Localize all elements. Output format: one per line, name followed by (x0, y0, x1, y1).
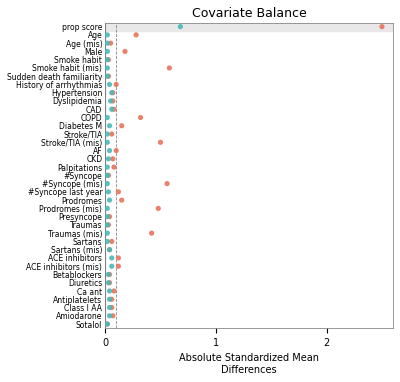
Point (108, 263, 115, 269)
Point (108, 98, 114, 104)
Point (115, 189, 122, 195)
Point (106, 296, 113, 302)
Point (104, 181, 110, 187)
Point (111, 106, 117, 112)
Title: Covariate Balance: Covariate Balance (192, 7, 306, 20)
Point (133, 32, 139, 38)
Point (105, 156, 112, 162)
Point (108, 90, 115, 96)
Point (157, 139, 164, 145)
Point (104, 206, 110, 212)
Point (104, 73, 110, 79)
Point (104, 214, 110, 220)
Point (104, 139, 110, 145)
Point (106, 247, 113, 253)
Point (106, 147, 113, 154)
Point (104, 40, 110, 46)
Point (110, 313, 116, 319)
Point (104, 230, 110, 236)
X-axis label: Absolute Standardized Mean
Differences: Absolute Standardized Mean Differences (179, 353, 319, 375)
Point (110, 98, 116, 104)
Bar (105, 23, 393, 31)
Point (104, 115, 110, 121)
Point (115, 255, 122, 261)
Point (106, 247, 113, 253)
Point (379, 24, 385, 30)
Point (104, 321, 110, 327)
Point (105, 272, 112, 278)
Point (164, 181, 170, 187)
Point (108, 238, 115, 244)
Point (104, 222, 110, 228)
Point (108, 304, 115, 311)
Point (106, 272, 113, 278)
Point (105, 222, 112, 228)
Point (105, 57, 112, 63)
Point (108, 255, 115, 261)
Point (106, 197, 113, 203)
Point (104, 321, 110, 327)
Point (106, 214, 113, 220)
Point (104, 238, 110, 244)
Point (110, 156, 116, 162)
Point (104, 49, 110, 55)
Point (108, 40, 114, 46)
Point (122, 49, 128, 55)
Point (118, 197, 125, 203)
Point (106, 288, 113, 294)
Point (104, 65, 110, 71)
Point (137, 115, 144, 121)
Point (105, 189, 112, 195)
Point (108, 131, 115, 137)
Point (105, 280, 112, 286)
Point (155, 206, 162, 212)
Point (104, 164, 110, 170)
Point (104, 172, 110, 178)
Point (104, 57, 110, 63)
Point (118, 123, 125, 129)
Point (110, 90, 116, 96)
Point (115, 263, 122, 269)
Point (105, 73, 112, 79)
Point (111, 164, 117, 170)
Point (113, 81, 119, 87)
Point (106, 81, 113, 87)
Point (177, 24, 184, 30)
Point (106, 304, 113, 311)
Point (104, 32, 110, 38)
Point (166, 65, 172, 71)
Point (106, 280, 113, 286)
Point (106, 123, 113, 129)
Point (148, 230, 155, 236)
Point (104, 131, 110, 137)
Point (113, 147, 119, 154)
Point (106, 313, 113, 319)
Point (108, 296, 115, 302)
Point (111, 288, 117, 294)
Point (105, 172, 112, 178)
Point (108, 106, 115, 112)
